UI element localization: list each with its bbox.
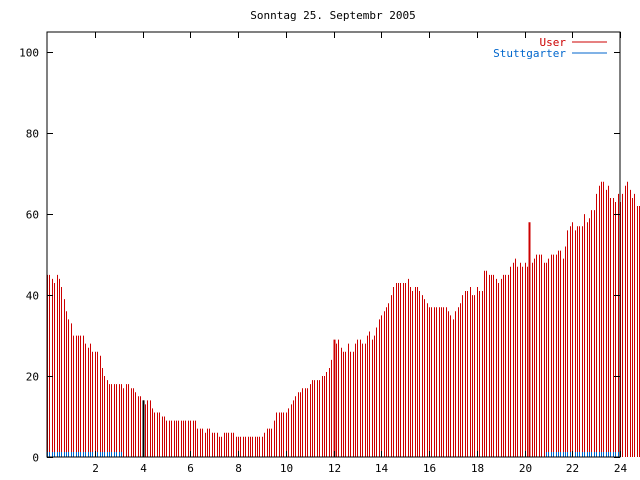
- x-tick-label: 4: [140, 462, 147, 475]
- plot-frame: [46, 31, 621, 458]
- x-tick-label: 24: [614, 462, 628, 475]
- x-tick-label: 10: [280, 462, 293, 475]
- y-tick-label: 20: [26, 371, 39, 384]
- chart-title: Sonntag 25. Septembr 2005: [250, 9, 416, 22]
- x-tick-label: 20: [519, 462, 532, 475]
- x-tick-label: 22: [566, 462, 579, 475]
- y-tick-label: 40: [26, 290, 39, 303]
- x-tick-label: 14: [375, 462, 389, 475]
- x-tick-label: 18: [471, 462, 484, 475]
- x-axis: 2 4 6 8 10 12 14 16 18 20 22 24: [92, 32, 627, 475]
- legend: User Stuttgarter: [493, 36, 607, 60]
- x-tick-label: 12: [328, 462, 341, 475]
- y-axis: 0 20 40 60 80 100: [19, 47, 620, 465]
- marker-layer: [142, 222, 531, 457]
- y-tick-label: 80: [26, 128, 39, 141]
- x-tick-label: 2: [92, 462, 99, 475]
- legend-label-user: User: [540, 36, 567, 49]
- x-tick-label: 8: [235, 462, 242, 475]
- y-tick-label: 0: [32, 452, 39, 465]
- legend-label-stuttgarter: Stuttgarter: [493, 47, 566, 60]
- y-tick-label: 100: [19, 47, 39, 60]
- x-tick-label: 6: [187, 462, 194, 475]
- y-tick-label: 60: [26, 209, 39, 222]
- x-tick-label: 16: [423, 462, 436, 475]
